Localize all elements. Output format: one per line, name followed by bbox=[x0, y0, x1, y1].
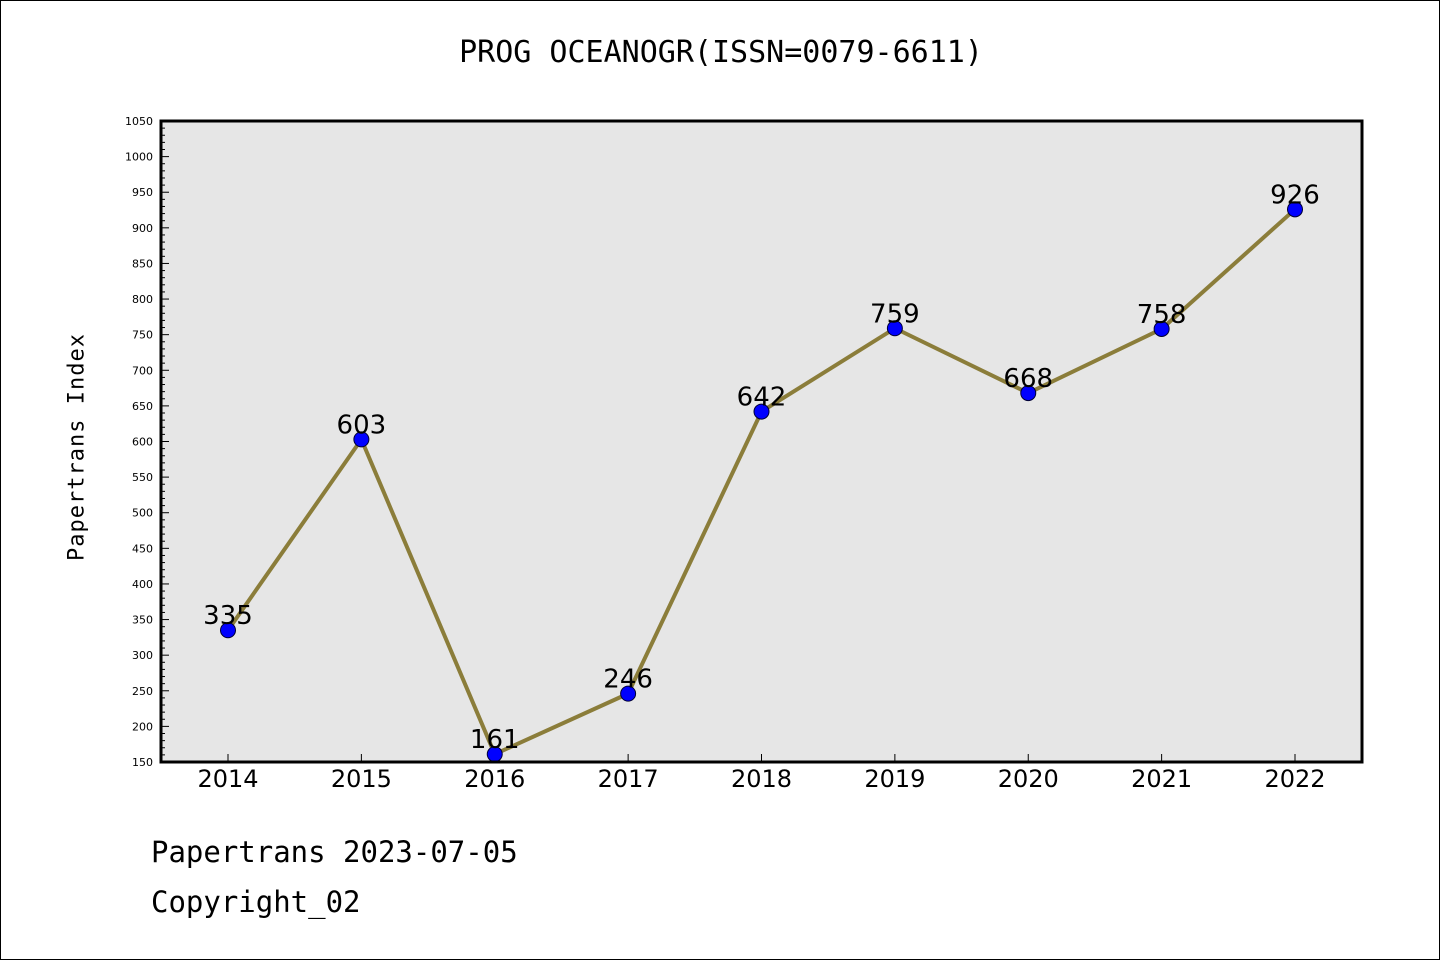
x-tick-label: 2018 bbox=[731, 765, 792, 793]
x-tick-label: 2017 bbox=[598, 765, 659, 793]
data-point bbox=[1020, 385, 1037, 402]
x-tick-label: 2014 bbox=[197, 765, 258, 793]
plot-frame bbox=[159, 119, 1364, 764]
data-point bbox=[753, 403, 770, 420]
data-label: 603 bbox=[337, 410, 387, 440]
y-tick-label: 550 bbox=[132, 471, 153, 484]
x-tick-label: 2021 bbox=[1131, 765, 1192, 793]
data-label: 161 bbox=[470, 725, 520, 755]
data-label: 926 bbox=[1270, 180, 1320, 210]
y-tick-label: 700 bbox=[132, 364, 153, 377]
y-tick-label: 1000 bbox=[125, 151, 153, 164]
footer-date: Papertrans 2023-07-05 bbox=[151, 835, 518, 869]
data-label: 246 bbox=[603, 665, 653, 695]
plot-area bbox=[161, 121, 1362, 762]
y-tick-label: 450 bbox=[132, 542, 153, 555]
data-label: 642 bbox=[737, 383, 787, 413]
data-point bbox=[620, 685, 637, 702]
y-tick-label: 300 bbox=[132, 649, 153, 662]
x-tick-label: 2020 bbox=[998, 765, 1059, 793]
y-tick-label: 400 bbox=[132, 578, 153, 591]
y-tick-label: 1050 bbox=[125, 115, 153, 128]
data-point bbox=[1153, 320, 1170, 337]
data-point bbox=[1287, 201, 1303, 218]
data-label: 759 bbox=[870, 299, 920, 329]
data-point bbox=[353, 431, 370, 448]
x-tick-label: 2022 bbox=[1264, 765, 1325, 793]
x-tick-label: 2015 bbox=[331, 765, 392, 793]
y-tick-label: 250 bbox=[132, 685, 153, 698]
y-tick-label: 650 bbox=[132, 400, 153, 413]
x-tick-label: 2016 bbox=[464, 765, 525, 793]
data-point bbox=[220, 622, 236, 639]
data-label: 668 bbox=[1003, 364, 1053, 394]
chart-title: PROG OCEANOGR(ISSN=0079-6611) bbox=[459, 35, 983, 70]
y-tick-label: 900 bbox=[132, 222, 153, 235]
footer-copyright: Copyright_02 bbox=[151, 885, 361, 919]
x-tick-label: 2019 bbox=[864, 765, 925, 793]
y-tick-label: 850 bbox=[132, 257, 153, 270]
y-tick-label: 200 bbox=[132, 720, 153, 733]
y-tick-label: 600 bbox=[132, 436, 153, 449]
y-tick-label: 350 bbox=[132, 614, 153, 627]
data-label: 758 bbox=[1137, 300, 1187, 330]
y-tick-label: 950 bbox=[132, 186, 153, 199]
y-tick-label: 500 bbox=[132, 507, 153, 520]
data-label: 335 bbox=[203, 601, 253, 631]
y-tick-label: 800 bbox=[132, 293, 153, 306]
y-tick-label: 750 bbox=[132, 329, 153, 342]
y-tick-label: 150 bbox=[132, 756, 153, 769]
data-point bbox=[886, 320, 903, 337]
